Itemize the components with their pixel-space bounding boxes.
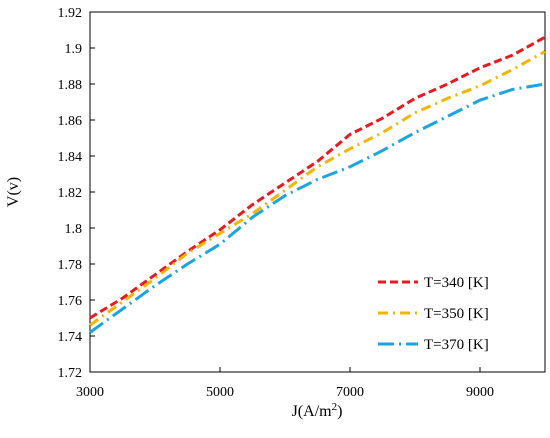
y-tick-label: 1.72 bbox=[58, 366, 83, 381]
y-tick-label: 1.8 bbox=[65, 222, 83, 237]
y-tick-label: 1.76 bbox=[58, 294, 83, 309]
x-tick-label: 7000 bbox=[336, 385, 364, 400]
x-axis-label: J(A/m2) bbox=[292, 401, 343, 420]
legend: T=340 [K] T=350 [K] T=370 [K] bbox=[378, 275, 489, 353]
y-tick-label: 1.88 bbox=[58, 78, 83, 93]
series-line-370k bbox=[89, 82, 546, 334]
series-line-340k bbox=[89, 35, 546, 320]
legend-label: T=350 [K] bbox=[424, 306, 489, 322]
y-tick-label: 1.74 bbox=[58, 330, 83, 345]
y-tick-label: 1.92 bbox=[58, 6, 83, 21]
x-tick-label: 3000 bbox=[76, 385, 104, 400]
y-tick-label: 1.9 bbox=[65, 42, 83, 57]
legend-label: T=370 [K] bbox=[424, 337, 489, 353]
x-axis-label-superscript: 2 bbox=[332, 401, 338, 413]
x-tick-label: 5000 bbox=[206, 385, 234, 400]
y-tick-label: 1.82 bbox=[58, 186, 83, 201]
x-axis-ticks: 3000 5000 7000 9000 bbox=[76, 367, 494, 400]
y-tick-label: 1.84 bbox=[58, 150, 83, 165]
legend-label: T=340 [K] bbox=[424, 275, 489, 291]
series-lines bbox=[89, 35, 546, 334]
x-axis-label-close: ) bbox=[337, 403, 342, 420]
x-tick-label: 9000 bbox=[466, 385, 494, 400]
y-axis-label: V(v) bbox=[5, 177, 22, 207]
y-tick-label: 1.78 bbox=[58, 258, 83, 273]
series-line-350k bbox=[89, 50, 546, 327]
y-axis-ticks: 1.72 1.74 1.76 1.78 1.8 1.82 1.84 1.86 1.88 1.9 1.… bbox=[58, 6, 95, 381]
x-axis-label-main: J(A/m bbox=[292, 403, 333, 420]
y-tick-label: 1.86 bbox=[58, 114, 83, 129]
